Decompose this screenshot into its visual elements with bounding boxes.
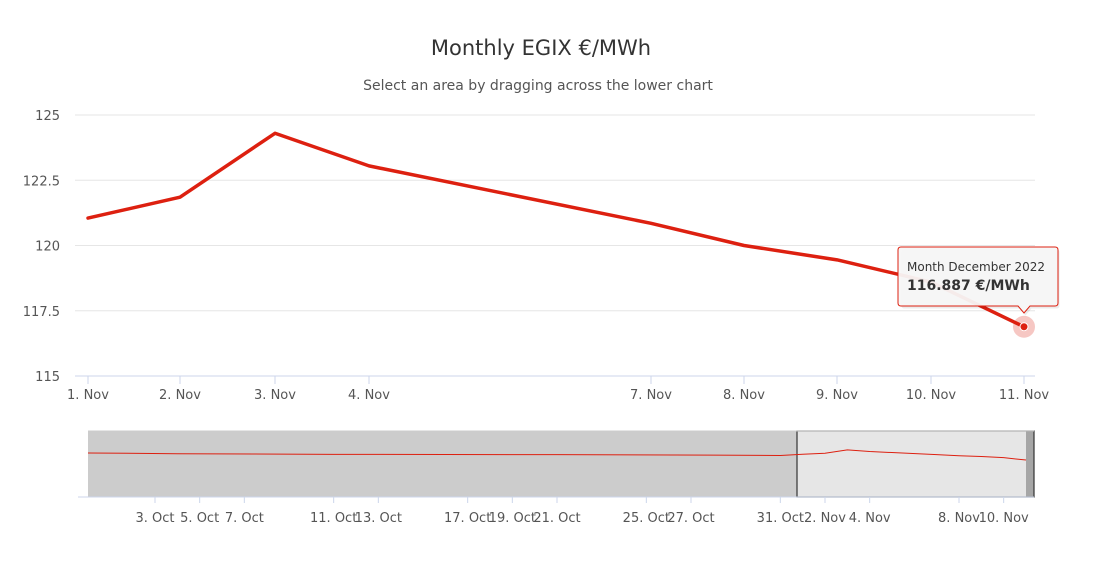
x-tick-label: 1. Nov xyxy=(67,388,109,403)
y-axis: 125 122.5 120 117.5 115 xyxy=(23,109,60,385)
navigator-tick-label: 27. Oct xyxy=(667,511,714,526)
x-tick-label: 3. Nov xyxy=(254,388,296,403)
navigator-selection xyxy=(797,431,1026,497)
navigator-tick-label: 8. Nov xyxy=(938,511,980,526)
navigator-right-mask xyxy=(1026,431,1034,497)
navigator[interactable] xyxy=(78,430,1035,498)
navigator-tick-label: 4. Nov xyxy=(849,511,891,526)
navigator-tick-label: 21. Oct xyxy=(533,511,580,526)
series-line-group[interactable] xyxy=(86,131,1035,338)
navigator-tick-label: 19. Oct xyxy=(489,511,536,526)
x-tick-label: 9. Nov xyxy=(816,388,858,403)
navigator-tick-label: 13. Oct xyxy=(355,511,402,526)
chart-title: Monthly EGIX €/MWh xyxy=(431,36,651,60)
navigator-tick-label: 2. Nov xyxy=(804,511,846,526)
x-tick-label: 7. Nov xyxy=(630,388,672,403)
navigator-tick-label: 17. Oct xyxy=(444,511,491,526)
navigator-tick-label: 5. Oct xyxy=(180,511,219,526)
navigator-tick-label: 11. Oct xyxy=(310,511,357,526)
y-tick-label: 122.5 xyxy=(23,174,60,189)
chart-subtitle: Select an area by dragging across the lo… xyxy=(363,78,713,94)
y-tick-label: 117.5 xyxy=(23,305,60,320)
x-tick-label: 11. Nov xyxy=(999,388,1049,403)
x-tick-label: 10. Nov xyxy=(906,388,956,403)
navigator-tick-label: 31. Oct xyxy=(757,511,804,526)
navigator-tick-label: 10. Nov xyxy=(979,511,1029,526)
navigator-series-line xyxy=(87,449,1027,461)
x-tick-label: 8. Nov xyxy=(723,388,765,403)
navigator-tick-label: 25. Oct xyxy=(623,511,670,526)
series-line xyxy=(86,131,1026,329)
x-tick-label: 2. Nov xyxy=(159,388,201,403)
data-point-hovered xyxy=(1019,322,1029,332)
navigator-tick-label: 3. Oct xyxy=(135,511,174,526)
x-tick-label: 4. Nov xyxy=(348,388,390,403)
tooltip-box xyxy=(897,246,1059,314)
y-tick-label: 125 xyxy=(35,109,60,124)
y-tick-label: 115 xyxy=(35,370,60,385)
grid-lines xyxy=(75,114,1035,377)
navigator-tick-label: 7. Oct xyxy=(225,511,264,526)
tooltip: Month December 2022 116.887 €/MWh xyxy=(897,246,1060,316)
y-tick-label: 120 xyxy=(35,240,60,255)
tooltip-value: 116.887 €/MWh xyxy=(907,278,1030,294)
x-axis: 1. Nov 2. Nov 3. Nov 4. Nov 7. Nov 8. Nov 9. N… xyxy=(67,376,1049,403)
tooltip-header: Month December 2022 xyxy=(907,260,1045,274)
